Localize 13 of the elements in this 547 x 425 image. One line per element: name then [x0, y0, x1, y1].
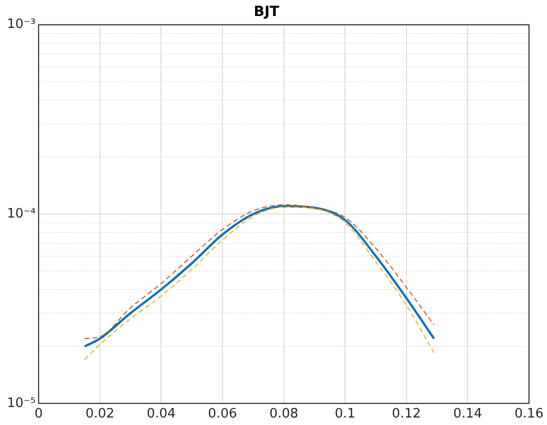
x-tick-label: 0.16	[514, 406, 544, 422]
chart-title: BJT	[254, 4, 280, 20]
x-tick-label: 0	[34, 406, 43, 422]
x-tick-label: 0.06	[208, 406, 237, 422]
x-tick-label: 0.08	[269, 406, 298, 422]
x-tick-label: 0.04	[146, 406, 176, 422]
x-tick-label: 0.1	[334, 406, 356, 422]
x-tick-label: 0.12	[392, 406, 421, 422]
x-tick-label: 0.02	[85, 406, 114, 422]
y-tick-label: 10⁻⁴	[6, 206, 36, 222]
x-tick-label: 0.14	[453, 406, 482, 422]
y-tick-label: 10⁻⁵	[6, 396, 36, 411]
y-tick-label: 10⁻³	[6, 17, 36, 32]
